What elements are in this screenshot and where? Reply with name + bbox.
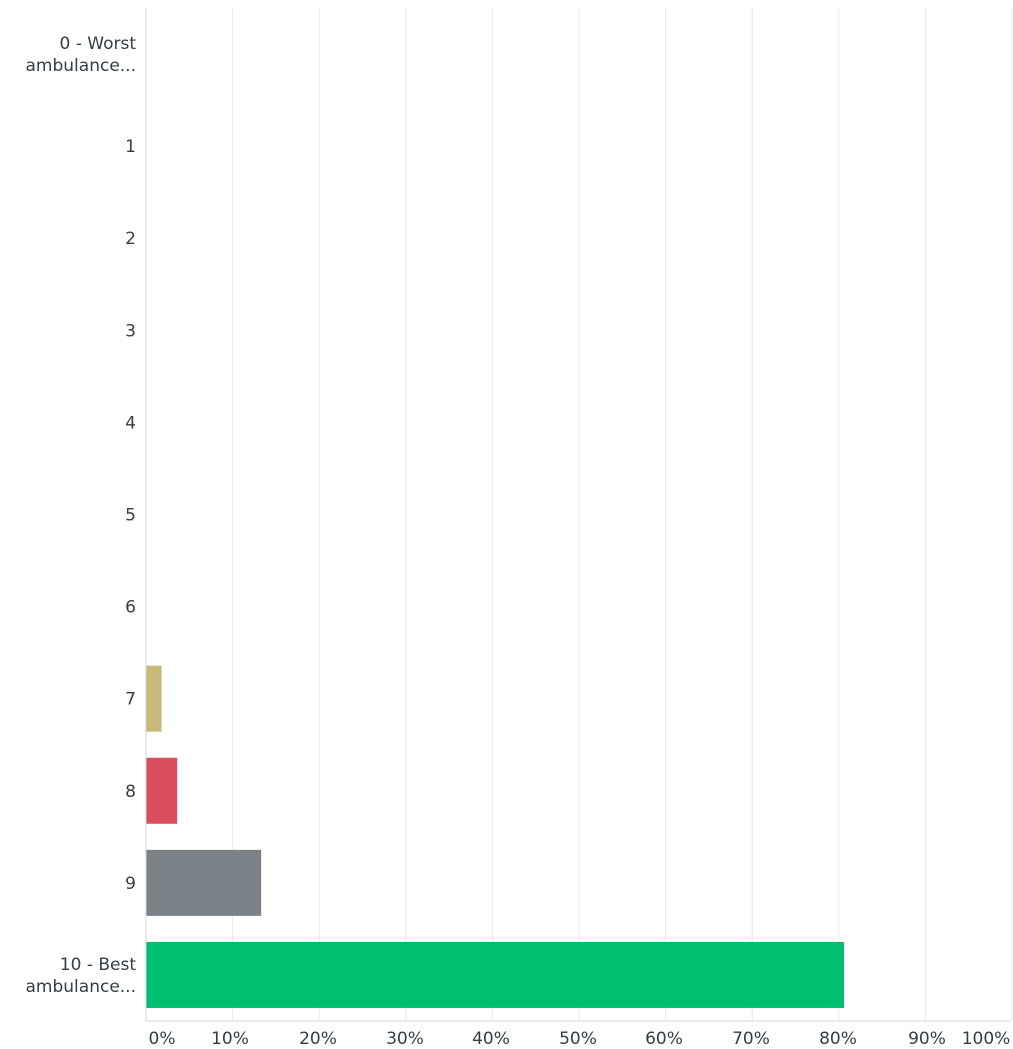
y-tick-label-3: 3 xyxy=(125,321,136,341)
y-tick-label-1: 1 xyxy=(125,137,136,157)
y-tick-label-8: 8 xyxy=(125,782,136,802)
bar-8 xyxy=(146,757,178,824)
y-tick-label-10: 10 - Best ambulance... xyxy=(26,955,137,997)
bar-10 xyxy=(146,941,844,1008)
x-tick-label-6: 60% xyxy=(645,1029,683,1049)
bar-7 xyxy=(146,665,162,732)
y-tick-label-9: 9 xyxy=(125,874,136,894)
y-tick-label-line: 6 xyxy=(125,598,136,618)
y-tick-label-line: 1 xyxy=(125,137,136,157)
x-tick-label-4: 40% xyxy=(472,1029,510,1049)
y-tick-label-0: 0 - Worst ambulance... xyxy=(26,34,137,76)
y-tick-label-line: ambulance... xyxy=(26,56,136,76)
y-tick-label-line: 10 - Best xyxy=(60,955,137,975)
x-tick-label-0: 0% xyxy=(149,1029,176,1049)
y-tick-label-6: 6 xyxy=(125,598,136,618)
x-tick-label-1: 10% xyxy=(211,1029,249,1049)
y-tick-label-line: ambulance... xyxy=(26,977,136,997)
y-tick-label-4: 4 xyxy=(125,413,136,433)
y-tick-label-5: 5 xyxy=(125,506,136,526)
x-axis-tick-labels: 0% 10% 20% 30% 40% 50% 60% 70% 80% 90% 100% xyxy=(149,1029,1011,1049)
y-tick-label-2: 2 xyxy=(125,229,136,249)
y-tick-label-line: 4 xyxy=(125,413,136,433)
y-tick-label-line: 5 xyxy=(125,506,136,526)
x-tick-label-9: 90% xyxy=(908,1029,946,1049)
x-tick-label-7: 70% xyxy=(732,1029,770,1049)
y-tick-label-line: 0 - Worst xyxy=(60,34,137,54)
x-tick-label-3: 30% xyxy=(386,1029,424,1049)
y-tick-label-line: 8 xyxy=(125,782,136,802)
x-tick-label-8: 80% xyxy=(819,1029,857,1049)
y-tick-label-line: 7 xyxy=(125,690,136,710)
bar-9 xyxy=(146,849,262,916)
x-tick-label-5: 50% xyxy=(559,1029,597,1049)
y-tick-label-line: 3 xyxy=(125,321,136,341)
x-tick-label-10: 100% xyxy=(962,1029,1011,1049)
bars xyxy=(146,665,844,1008)
y-tick-label-line: 9 xyxy=(125,874,136,894)
x-tick-label-2: 20% xyxy=(299,1029,337,1049)
y-tick-label-7: 7 xyxy=(125,690,136,710)
grid-lines xyxy=(232,8,1013,1021)
y-tick-label-line: 2 xyxy=(125,229,136,249)
